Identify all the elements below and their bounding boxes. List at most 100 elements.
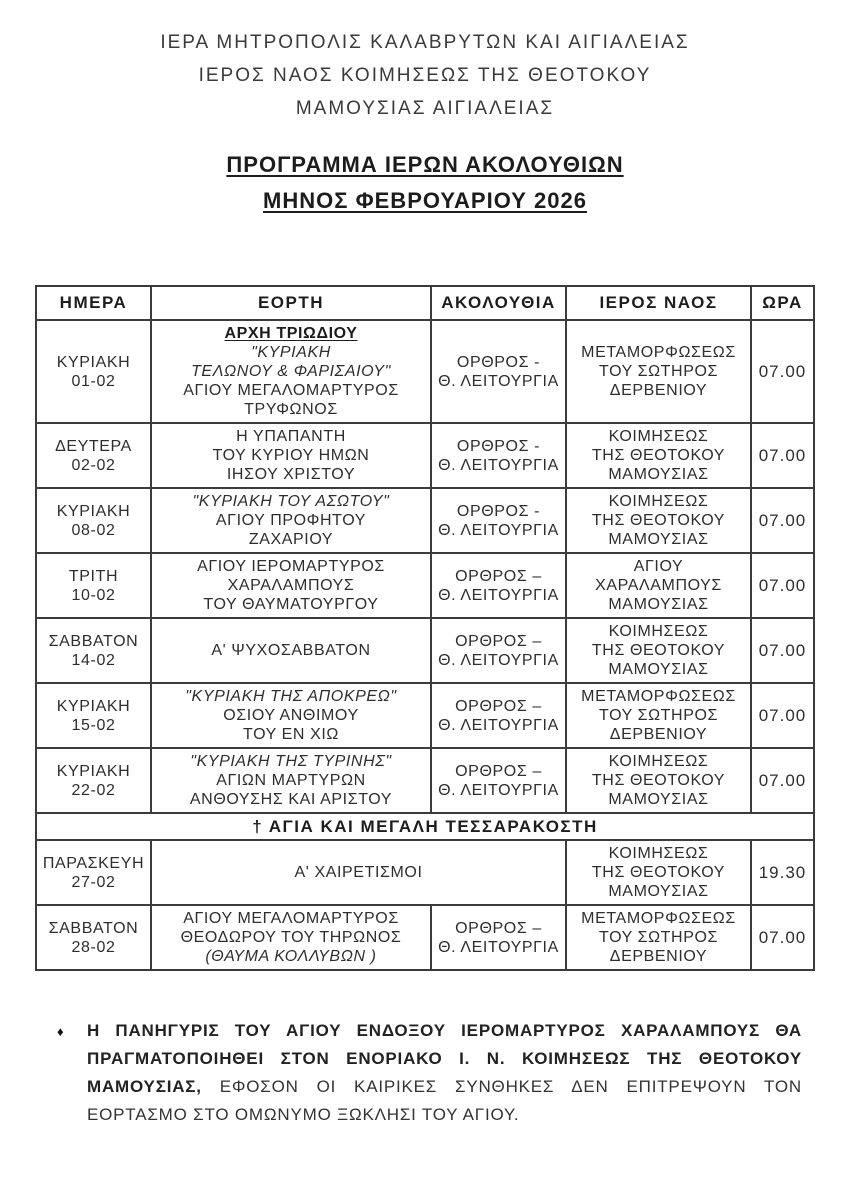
service-cell: ΟΡΘΡΟΣ - Θ. ΛΕΙΤΟΥΡΓΙΑ	[430, 487, 567, 554]
day-cell-line: ΣΑΒΒΑΤΟΝ	[48, 919, 139, 937]
church-cell-line: ΜΕΤΑΜΟΡΦΩΣΕΩΣ	[581, 688, 736, 705]
church-cell-line: ΜΕΤΑΜΟΡΦΩΣΕΩΣ	[581, 344, 736, 361]
letterhead-line-location: ΜΑΜΟΥΣΙΑΣ ΑΙΓΙΑΛΕΙΑΣ	[295, 98, 555, 119]
time-cell: 07.00	[750, 682, 815, 749]
day-cell: ΤΡΙΤΗ 10-02	[35, 552, 152, 619]
service-cell-line: ΟΡΘΡΟΣ –	[455, 762, 542, 780]
church-cell-line: ΤΗΣ ΘΕΟΤΟΚΟΥ	[591, 772, 726, 789]
feast-cell-line: ΙΗΣΟΥ ΧΡΙΣΤΟΥ	[226, 466, 356, 483]
service-cell-line: Θ. ΛΕΙΤΟΥΡΓΙΑ	[438, 938, 559, 956]
service-cell-line: Θ. ΛΕΙΤΟΥΡΓΙΑ	[438, 716, 559, 734]
day-cell-line: ΔΕΥΤΕΡΑ	[55, 437, 132, 455]
church-cell-line: ΜΑΜΟΥΣΙΑΣ	[608, 466, 709, 483]
page-title: ΠΡΟΓΡΑΜΜΑ ΙΕΡΩΝ ΑΚΟΛΟΥΘΙΩΝ	[226, 152, 624, 177]
day-cell: ΚΥΡΙΑΚΗ 08-02	[35, 487, 152, 554]
service-cell: ΟΡΘΡΟΣ – Θ. ΛΕΙΤΟΥΡΓΙΑ	[430, 682, 567, 749]
feast-cell-line: ΑΝΘΟΥΣΗΣ ΚΑΙ ΑΡΙΣΤΟΥ	[189, 791, 393, 808]
service-cell: ΟΡΘΡΟΣ – Θ. ΛΕΙΤΟΥΡΓΙΑ	[430, 747, 567, 814]
church-cell-line: ΤΟΥ ΣΩΤΗΡΟΣ	[598, 929, 719, 946]
header-row: ΗΜΕΡΑ ΕΟΡΤΗ ΑΚΟΛΟΥΘΙΑ ΙΕΡΟΣ ΝΑΟΣ ΩΡΑ	[35, 285, 815, 321]
time-cell-line: 07.00	[758, 446, 807, 465]
service-cell-line: ΟΡΘΡΟΣ –	[455, 567, 542, 585]
column-header-church: ΙΕΡΟΣ ΝΑΟΣ	[565, 285, 752, 321]
column-header-day: ΗΜΕΡΑ	[35, 285, 152, 321]
feast-cell-line: ΧΑΡΑΛΑΜΠΟΥΣ	[227, 577, 355, 594]
time-cell-line: 07.00	[758, 928, 807, 947]
church-cell: ΚΟΙΜΗΣΕΩΣ ΤΗΣ ΘΕΟΤΟΚΟΥ ΜΑΜΟΥΣΙΑΣ	[565, 839, 752, 906]
document-page: ΙΕΡΑ ΜΗΤΡΟΠΟΛΙΣ ΚΑΛΑΒΡΥΤΩΝ ΚΑΙ ΑΙΓΙΑΛΕΙΑ…	[0, 32, 850, 1129]
lent-banner-row: † ΑΓΙΑ ΚΑΙ ΜΕΓΑΛΗ ΤΕΣΣΑΡΑΚΟΣΤΗ	[35, 812, 815, 841]
church-cell-line: ΜΑΜΟΥΣΙΑΣ	[608, 791, 709, 808]
feast-cell: ΑΓΙΟΥ ΙΕΡΟΜΑΡΤΥΡΟΣ ΧΑΡΑΛΑΜΠΟΥΣ ΤΟΥ ΘΑΥΜΑΤΟ…	[150, 552, 432, 619]
day-cell-line: ΤΡΙΤΗ	[68, 567, 119, 585]
time-cell: 19.30	[750, 839, 815, 906]
time-cell-line: 07.00	[758, 511, 807, 530]
feast-cell-line: Α' ΨΥΧΟΣΑΒΒΑΤΟΝ	[211, 642, 371, 659]
day-cell-line: ΚΥΡΙΑΚΗ	[56, 353, 131, 371]
title-block: ΠΡΟΓΡΑΜΜΑ ΙΕΡΩΝ ΑΚΟΛΟΥΘΙΩΝ ΜΗΝΟΣ ΦΕΒΡΟΥΑ…	[0, 147, 850, 219]
table-header: ΗΜΕΡΑ ΕΟΡΤΗ ΑΚΟΛΟΥΘΙΑ ΙΕΡΟΣ ΝΑΟΣ ΩΡΑ	[35, 285, 815, 321]
schedule-row: ΚΥΡΙΑΚΗ 22-02 "ΚΥΡΙΑΚΗ ΤΗΣ ΤΥΡΙΝΗΣ" ΑΓΙΩΝ Μ…	[35, 747, 815, 814]
diamond-bullet-icon: ♦	[57, 1024, 65, 1039]
day-cell-line: 08-02	[71, 521, 116, 539]
church-cell-line: ΔΕΡΒΕΝΙΟΥ	[609, 382, 708, 399]
schedule-row: ΚΥΡΙΑΚΗ 08-02 "ΚΥΡΙΑΚΗ ΤΟΥ ΑΣΩΤΟΥ" ΑΓΙΟΥ ΠΡ…	[35, 487, 815, 554]
feast-cell: "ΚΥΡΙΑΚΗ ΤΟΥ ΑΣΩΤΟΥ" ΑΓΙΟΥ ΠΡΟΦΗΤΟΥ ΖΑΧΑΡΙ…	[150, 487, 432, 554]
church-cell-line: ΤΗΣ ΘΕΟΤΟΚΟΥ	[591, 642, 726, 659]
church-cell-line: ΜΑΜΟΥΣΙΑΣ	[608, 596, 709, 613]
feast-cell-line: Α' ΧΑΙΡΕΤΙΣΜΟΙ	[294, 864, 423, 881]
footnote: ♦ Η ΠΑΝΗΓΥΡΙΣ ΤΟΥ ΑΓΙΟΥ ΕΝΔΟΞΟΥ ΙΕΡΟΜΑΡΤ…	[57, 1017, 802, 1129]
page-subtitle: ΜΗΝΟΣ ΦΕΒΡΟΥΑΡΙΟΥ 2026	[263, 188, 587, 213]
church-cell-line: ΜΑΜΟΥΣΙΑΣ	[608, 883, 709, 900]
service-cell-line: Θ. ΛΕΙΤΟΥΡΓΙΑ	[438, 521, 559, 539]
feast-cell-line: (ΘΑΥΜΑ ΚΟΛΛΥΒΩΝ )	[205, 948, 377, 965]
feast-cell-line: ΟΣΙΟΥ ΑΝΘΙΜΟΥ	[223, 707, 359, 724]
feast-cell-line: ΘΕΟΔΩΡΟΥ ΤΟΥ ΤΗΡΩΝΟΣ	[180, 929, 402, 946]
day-cell: ΚΥΡΙΑΚΗ 01-02	[35, 319, 152, 424]
services-schedule-table: ΗΜΕΡΑ ΕΟΡΤΗ ΑΚΟΛΟΥΘΙΑ ΙΕΡΟΣ ΝΑΟΣ ΩΡΑ ΚΥΡ…	[35, 285, 815, 971]
feast-cell-line: "ΚΥΡΙΑΚΗ ΤΗΣ ΤΥΡΙΝΗΣ"	[190, 753, 392, 770]
column-header-service: ΑΚΟΛΟΥΘΙΑ	[430, 285, 567, 321]
church-cell-line: ΤΟΥ ΣΩΤΗΡΟΣ	[598, 363, 719, 380]
church-cell-line: ΜΑΜΟΥΣΙΑΣ	[608, 661, 709, 678]
church-cell-line: ΤΗΣ ΘΕΟΤΟΚΟΥ	[591, 447, 726, 464]
service-cell-line: ΟΡΘΡΟΣ –	[455, 632, 542, 650]
service-cell: ΟΡΘΡΟΣ - Θ. ΛΕΙΤΟΥΡΓΙΑ	[430, 319, 567, 424]
time-cell: 07.00	[750, 319, 815, 424]
time-cell-line: 07.00	[758, 362, 807, 381]
church-cell-line: ΚΟΙΜΗΣΕΩΣ	[608, 623, 709, 640]
feast-cell-line: ΤΡΥΦΩΝΟΣ	[244, 401, 338, 418]
day-cell-line: 02-02	[71, 456, 116, 474]
service-cell: ΟΡΘΡΟΣ - Θ. ΛΕΙΤΟΥΡΓΙΑ	[430, 422, 567, 489]
church-cell-line: ΚΟΙΜΗΣΕΩΣ	[608, 493, 709, 510]
feast-cell: Α' ΧΑΙΡΕΤΙΣΜΟΙ	[150, 839, 567, 906]
day-cell-line: 28-02	[71, 938, 116, 956]
service-cell-line: ΟΡΘΡΟΣ -	[456, 437, 541, 455]
feast-cell-line: ΖΑΧΑΡΙΟΥ	[248, 531, 334, 548]
feast-cell: Α' ΨΥΧΟΣΑΒΒΑΤΟΝ	[150, 617, 432, 684]
service-cell-line: Θ. ΛΕΙΤΟΥΡΓΙΑ	[438, 781, 559, 799]
church-cell-line: ΚΟΙΜΗΣΕΩΣ	[608, 428, 709, 445]
time-cell-line: 07.00	[758, 576, 807, 595]
feast-cell-line: ΤΟΥ ΘΑΥΜΑΤΟΥΡΓΟΥ	[203, 596, 379, 613]
feast-cell-line: ΤΟΥ ΕΝ ΧΙΩ	[243, 726, 339, 743]
church-cell: ΚΟΙΜΗΣΕΩΣ ΤΗΣ ΘΕΟΤΟΚΟΥ ΜΑΜΟΥΣΙΑΣ	[565, 617, 752, 684]
church-cell: ΚΟΙΜΗΣΕΩΣ ΤΗΣ ΘΕΟΤΟΚΟΥ ΜΑΜΟΥΣΙΑΣ	[565, 422, 752, 489]
church-cell-line: ΑΓΙΟΥ	[633, 558, 684, 575]
day-cell-line: ΠΑΡΑΣΚΕΥΗ	[42, 854, 145, 872]
feast-cell-line: "ΚΥΡΙΑΚΗ ΤΗΣ ΑΠΟΚΡΕΩ"	[185, 688, 397, 705]
time-cell: 07.00	[750, 904, 815, 971]
feast-cell-line: ΑΡΧΗ ΤΡΙΩΔΙΟΥ	[224, 325, 358, 342]
column-header-feast: ΕΟΡΤΗ	[150, 285, 432, 321]
church-cell-line: ΜΑΜΟΥΣΙΑΣ	[608, 531, 709, 548]
feast-cell-line: "ΚΥΡΙΑΚΗ ΤΟΥ ΑΣΩΤΟΥ"	[192, 493, 390, 510]
time-cell-line: 07.00	[758, 771, 807, 790]
column-header-time: ΩΡΑ	[750, 285, 815, 321]
feast-cell: "ΚΥΡΙΑΚΗ ΤΗΣ ΑΠΟΚΡΕΩ" ΟΣΙΟΥ ΑΝΘΙΜΟΥ ΤΟΥ ΕΝ…	[150, 682, 432, 749]
schedule-table-body: ΚΥΡΙΑΚΗ 01-02 ΑΡΧΗ ΤΡΙΩΔΙΟΥ "ΚΥΡΙΑΚΗ ΤΕΛΩΝΟΥ…	[35, 319, 815, 971]
schedule-row: ΔΕΥΤΕΡΑ 02-02 Η ΥΠΑΠΑΝΤΗ ΤΟΥ ΚΥΡΙΟΥ ΗΜΩΝ ΙΗΣ…	[35, 422, 815, 489]
time-cell: 07.00	[750, 422, 815, 489]
letterhead-line-church: ΙΕΡΟΣ ΝΑΟΣ ΚΟΙΜΗΣΕΩΣ ΤΗΣ ΘΕΟΤΟΚΟΥ	[198, 65, 652, 86]
day-cell-line: 14-02	[71, 651, 116, 669]
church-cell: ΚΟΙΜΗΣΕΩΣ ΤΗΣ ΘΕΟΤΟΚΟΥ ΜΑΜΟΥΣΙΑΣ	[565, 747, 752, 814]
